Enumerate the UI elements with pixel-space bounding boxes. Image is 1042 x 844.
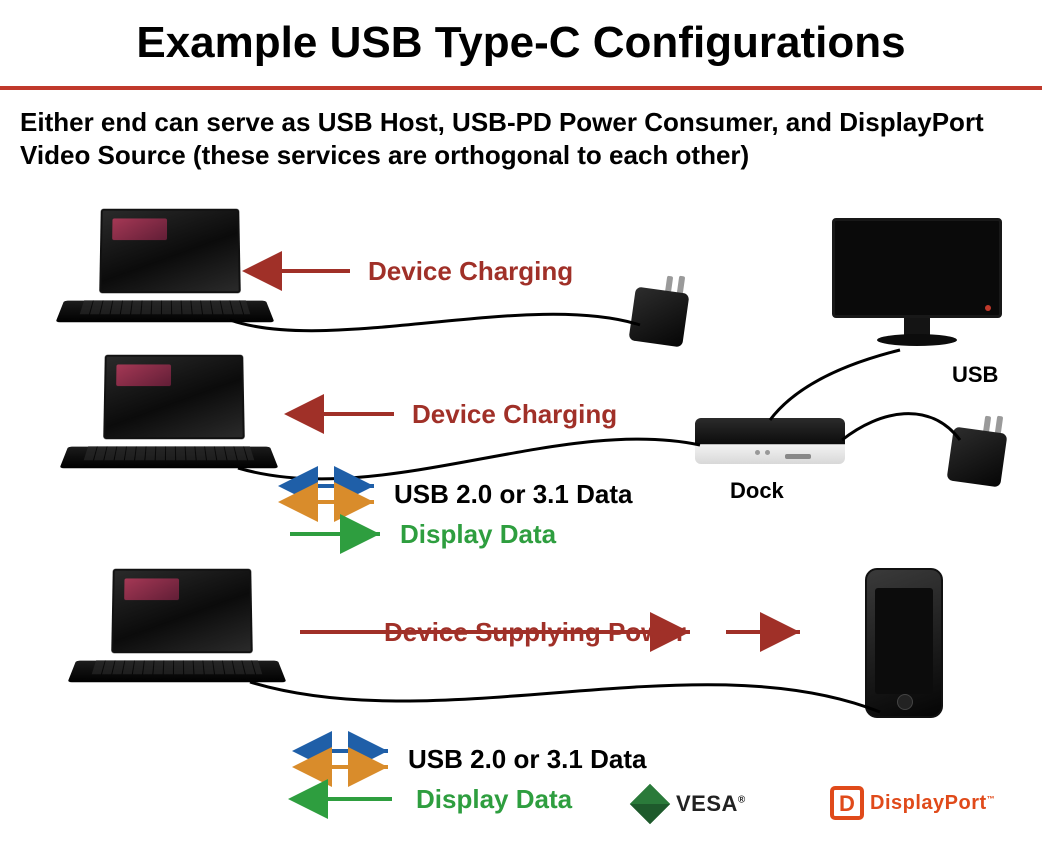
vesa-logo: VESA® [630,784,746,824]
device-label: Dock [730,478,784,504]
arrow-label: Display Data [400,519,556,550]
arrow-label: USB 2.0 or 3.1 Data [394,479,632,510]
displayport-text: DisplayPort [870,792,987,814]
arrow-label: USB 2.0 or 3.1 Data [408,744,646,775]
displayport-icon [830,786,864,820]
arrow-label: Device Charging [412,399,617,430]
arrow-label: Device Supplying Power [384,617,686,648]
displayport-logo: DisplayPort™ [830,786,995,820]
vesa-icon [630,784,671,825]
arrow-label: Display Data [416,784,572,815]
port-label: USB [952,362,998,388]
vesa-text: VESA [676,791,738,816]
arrow-label: Device Charging [368,256,573,287]
